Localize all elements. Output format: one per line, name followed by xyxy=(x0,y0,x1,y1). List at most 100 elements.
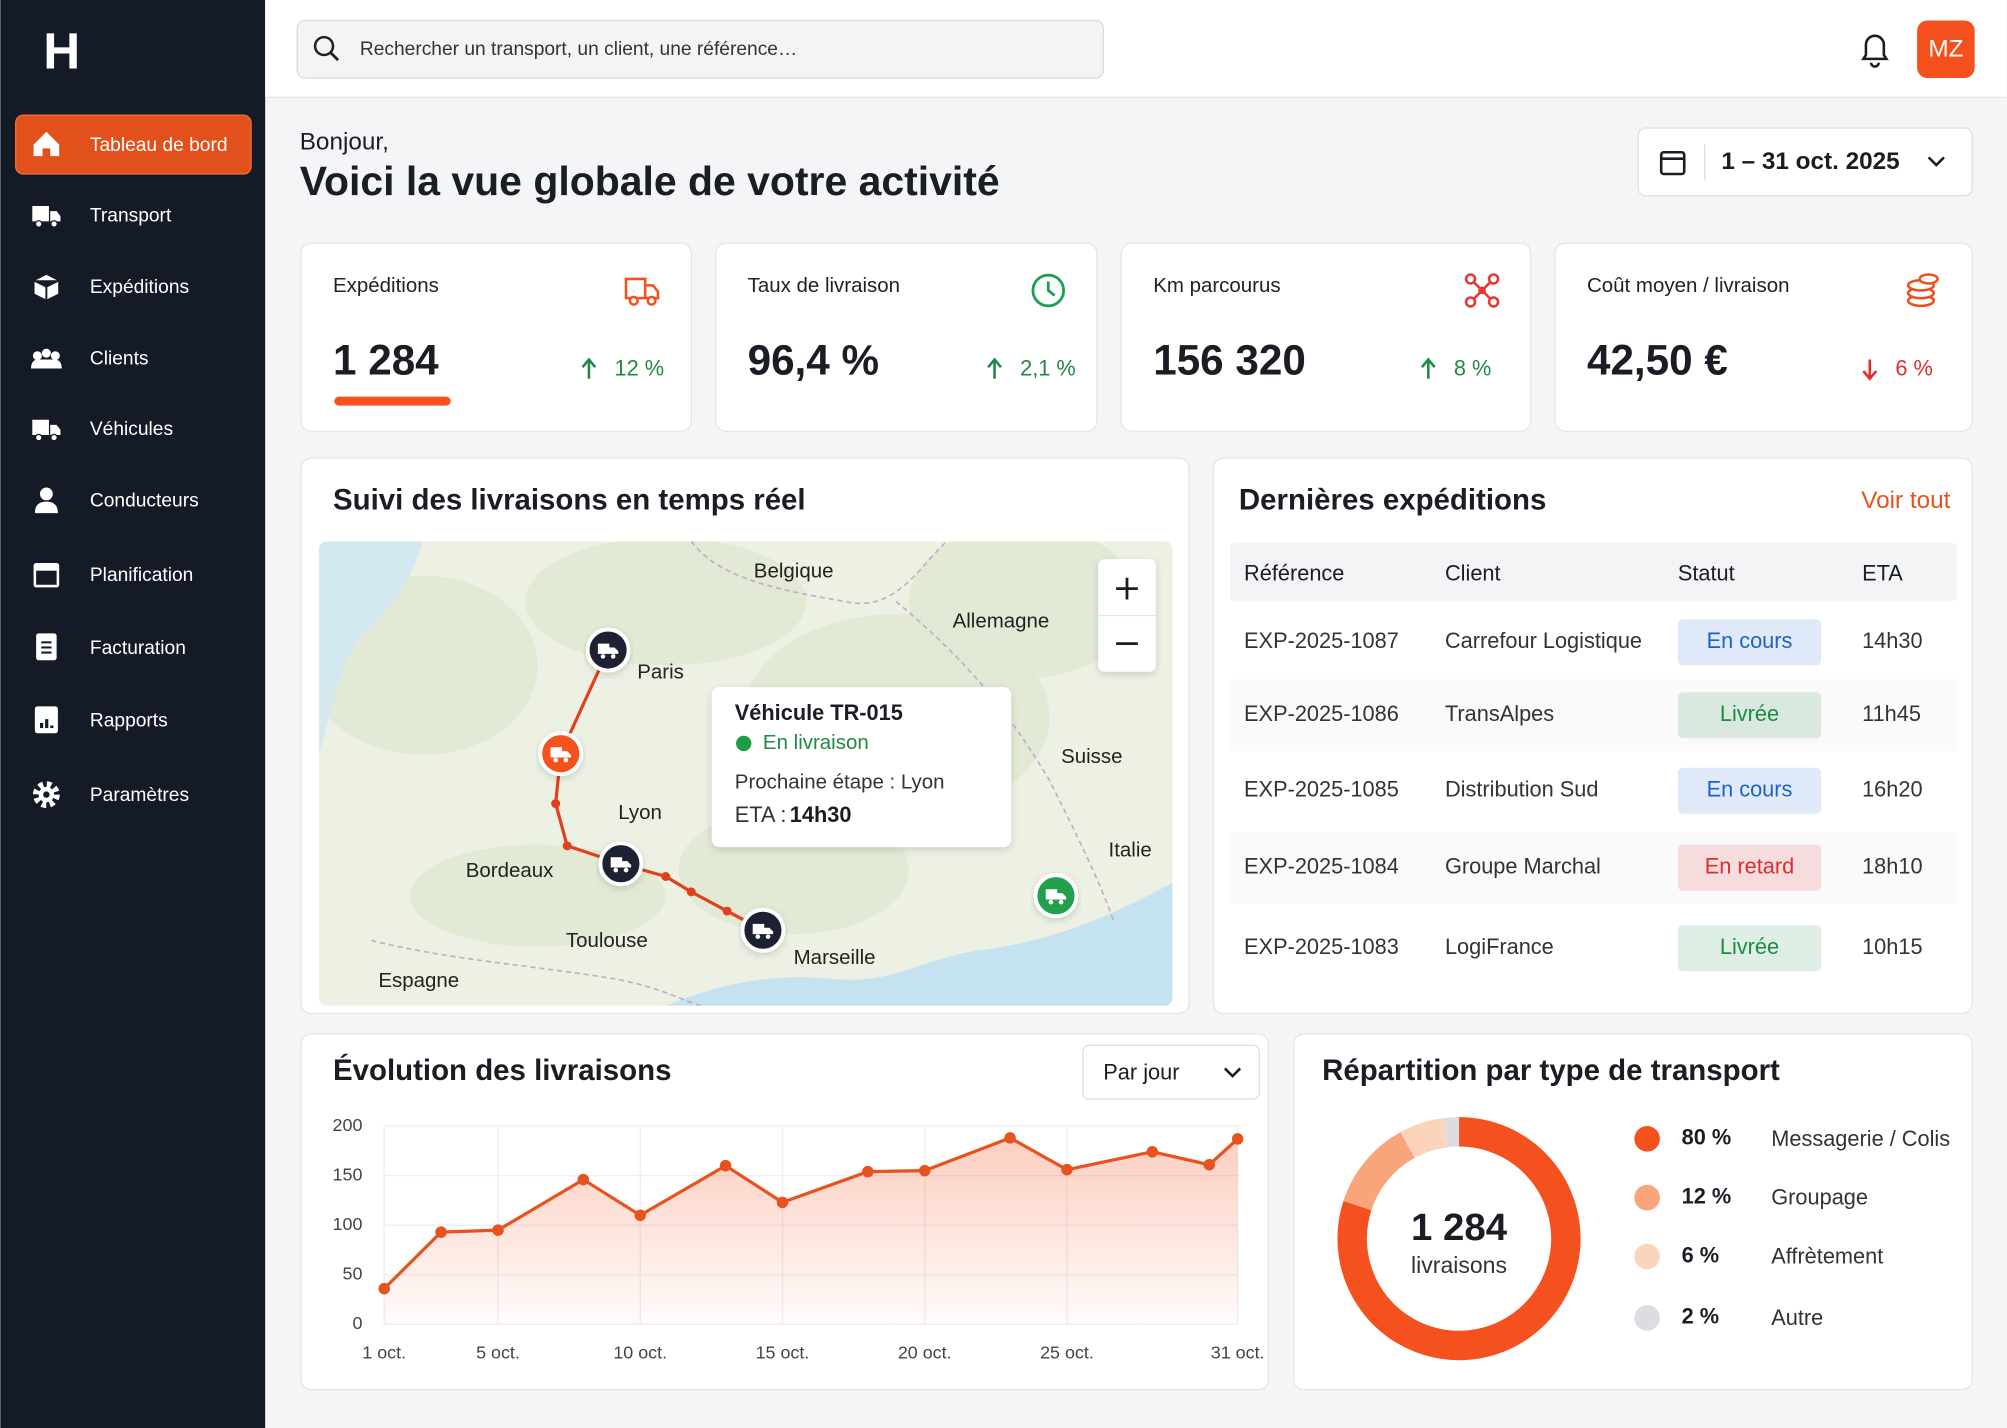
select-value: Par jour xyxy=(1103,1059,1179,1084)
icon xyxy=(34,501,58,514)
table-row[interactable]: EXP-2025-1085 Distribution Sud En cours 16h… xyxy=(1244,767,1923,814)
table-row[interactable]: EXP-2025-1087 Carrefour Logistique En cour… xyxy=(1244,619,1923,666)
cell-eta: 18h10 xyxy=(1862,853,1922,878)
view-all-link[interactable]: Voir tout xyxy=(1861,487,1950,514)
cell-status: En cours xyxy=(1707,628,1793,653)
tooltip-eta-label: ETA : xyxy=(735,802,787,827)
period-select[interactable]: Par jour xyxy=(1082,1044,1261,1100)
zoom-control xyxy=(1098,559,1156,672)
trend-arrow xyxy=(581,357,597,379)
status-badge xyxy=(1677,692,1822,739)
cell-eta: 11h45 xyxy=(1862,701,1921,726)
nav-item[interactable]: Expéditions xyxy=(32,272,190,302)
line-point xyxy=(378,1282,390,1295)
nav-label: Véhicules xyxy=(90,419,173,440)
vehicle-marker[interactable] xyxy=(598,841,644,887)
table-row[interactable]: EXP-2025-1086 TransAlpes Livrée 11h45 xyxy=(1229,679,1957,752)
route-stop xyxy=(722,906,732,916)
search-icon xyxy=(329,51,340,62)
kpi-icon xyxy=(646,295,657,306)
kpi-value: 1 284 xyxy=(333,337,439,384)
line-point xyxy=(1203,1158,1215,1171)
nav-item[interactable]: Facturation xyxy=(36,633,186,661)
marker-wheel xyxy=(600,654,606,659)
legend-value: 6 % xyxy=(1682,1242,1719,1267)
vehicle-marker[interactable] xyxy=(538,731,584,777)
zoom-in[interactable] xyxy=(1116,577,1138,600)
map-place-label: Toulouse xyxy=(566,929,648,952)
map-place-label: Belgique xyxy=(754,559,834,582)
icon xyxy=(50,433,58,442)
x-tick-label: 31 oct. xyxy=(1211,1343,1265,1363)
map-terrain xyxy=(908,541,1140,679)
marker-wheel xyxy=(613,867,619,873)
avatar-bg xyxy=(1917,20,1975,79)
y-tick-label: 200 xyxy=(333,1115,363,1135)
status-badge xyxy=(1677,619,1822,666)
icon xyxy=(32,206,61,222)
tooltip-eta: 14h30 xyxy=(790,802,852,827)
tooltip xyxy=(711,687,1012,848)
table-row[interactable]: EXP-2025-1083 LogiFrance Livrée 10h15 xyxy=(1244,925,1923,972)
nav-label: Transport xyxy=(90,205,172,226)
nav-item[interactable]: Planification xyxy=(33,563,194,588)
nav-item[interactable]: Clients xyxy=(31,349,149,370)
cell-client: Carrefour Logistique xyxy=(1445,628,1642,653)
nav-item[interactable]: Tableau de bord xyxy=(15,114,252,175)
cell-client: LogiFrance xyxy=(1445,934,1554,959)
y-tick-label: 50 xyxy=(343,1264,363,1284)
nav-item[interactable]: Rapports xyxy=(34,706,168,734)
vehicle-marker[interactable] xyxy=(740,907,786,953)
search-box[interactable]: Rechercher un transport, un client, une … xyxy=(296,19,1104,79)
select-box xyxy=(1082,1044,1261,1100)
map-place-label: Marseille xyxy=(794,946,876,969)
column-header: Référence xyxy=(1244,560,1344,585)
table-row[interactable]: EXP-2025-1084 Groupe Marchal En retard 18h1… xyxy=(1229,831,1957,904)
notifications[interactable] xyxy=(1860,34,1889,68)
map-border xyxy=(690,541,948,605)
line-point xyxy=(862,1165,874,1178)
donut-center-value: 1 284 xyxy=(1411,1206,1508,1249)
nav-label: Clients xyxy=(90,349,149,370)
icon xyxy=(32,419,61,436)
nav-item[interactable]: Transport xyxy=(32,205,172,228)
search-field xyxy=(296,19,1104,79)
kpi-value: 96,4 % xyxy=(748,337,879,384)
nav-item[interactable]: Véhicules xyxy=(32,419,173,442)
kpi-value: 42,50 € xyxy=(1587,337,1728,384)
donut-segment xyxy=(1343,1132,1416,1211)
cell-eta: 14h30 xyxy=(1862,628,1922,653)
nav-label: Planification xyxy=(90,565,193,586)
icon xyxy=(50,351,60,361)
nav-item[interactable]: Paramètres xyxy=(32,781,189,809)
map-place-label: Allemagne xyxy=(953,609,1050,632)
legend-swatch xyxy=(1634,1126,1660,1152)
tooltip-vehicle: Véhicule TR-015 xyxy=(735,700,903,725)
cell-client: Distribution Sud xyxy=(1445,777,1599,802)
icon xyxy=(39,487,53,501)
marker-truck xyxy=(597,643,619,654)
kpi-icon xyxy=(1918,273,1939,285)
cell-status: Livrée xyxy=(1720,934,1779,959)
chart-title: Répartition par type de transport xyxy=(1322,1054,1780,1087)
line-point xyxy=(776,1196,789,1209)
marker-wheel xyxy=(553,757,558,763)
date-picker[interactable]: 1 – 31 oct. 2025 xyxy=(1637,127,1973,197)
vehicle-marker[interactable] xyxy=(1033,873,1079,919)
date-range: 1 – 31 oct. 2025 xyxy=(1721,148,1899,175)
cell-client: TransAlpes xyxy=(1445,701,1554,726)
x-tick-label: 5 oct. xyxy=(476,1343,520,1363)
vehicle-marker[interactable] xyxy=(585,627,631,673)
status-badge xyxy=(1677,925,1822,972)
nav-label: Conducteurs xyxy=(90,491,199,512)
nav-item[interactable]: Conducteurs xyxy=(34,487,199,514)
cell-reference: EXP-2025-1086 xyxy=(1244,701,1399,726)
marker-truck xyxy=(550,747,572,758)
line-point xyxy=(1004,1132,1016,1144)
avatar[interactable]: MZ xyxy=(1917,20,1975,79)
nav-label: Facturation xyxy=(90,638,186,659)
bell-icon xyxy=(1860,34,1889,61)
nav-label: Paramètres xyxy=(90,785,189,806)
map-border xyxy=(895,600,1115,922)
legend-label: Messagerie / Colis xyxy=(1771,1126,1950,1151)
